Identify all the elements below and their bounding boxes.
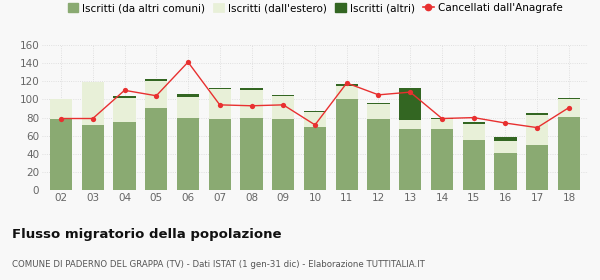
Bar [558,99,580,117]
Bar [177,94,199,97]
Bar [272,96,295,119]
Bar [399,120,421,129]
Bar [526,115,548,145]
Bar [209,88,231,89]
Bar [145,81,167,108]
Bar [82,82,104,125]
Bar [431,129,453,190]
Bar [113,96,136,97]
Bar [335,86,358,99]
Bar [304,127,326,190]
Bar [463,140,485,190]
Bar [431,118,453,119]
Bar [177,118,199,190]
Bar [209,89,231,119]
Bar [367,104,389,119]
Bar [494,137,517,141]
Bar [399,129,421,190]
Bar [335,84,358,86]
Bar [272,95,295,96]
Text: Flusso migratorio della popolazione: Flusso migratorio della popolazione [12,228,281,241]
Bar [50,119,72,190]
Bar [113,97,136,122]
Bar [494,153,517,190]
Bar [145,80,167,81]
Bar [526,113,548,115]
Bar [241,118,263,190]
Bar [558,117,580,190]
Text: COMUNE DI PADERNO DEL GRAPPA (TV) - Dati ISTAT (1 gen-31 dic) - Elaborazione TUT: COMUNE DI PADERNO DEL GRAPPA (TV) - Dati… [12,260,425,269]
Bar [558,97,580,99]
Bar [399,88,421,120]
Bar [367,103,389,104]
Bar [145,108,167,190]
Bar [304,112,326,127]
Bar [241,88,263,90]
Bar [50,99,72,119]
Bar [431,119,453,129]
Bar [113,122,136,190]
Bar [82,125,104,190]
Bar [304,111,326,112]
Bar [367,119,389,190]
Bar [209,119,231,190]
Bar [241,90,263,118]
Bar [335,99,358,190]
Bar [463,124,485,140]
Bar [177,97,199,118]
Bar [494,141,517,153]
Bar [272,119,295,190]
Legend: Iscritti (da altri comuni), Iscritti (dall'estero), Iscritti (altri), Cancellati: Iscritti (da altri comuni), Iscritti (da… [68,3,562,13]
Bar [526,145,548,190]
Bar [463,122,485,124]
